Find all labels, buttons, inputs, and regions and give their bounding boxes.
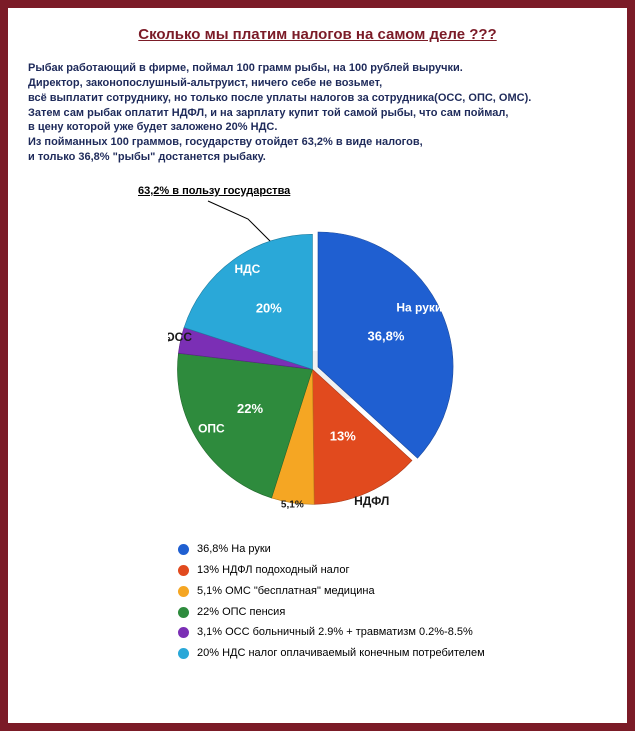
legend: 36,8% На руки13% НДФЛ подоходный налог5,…: [178, 539, 607, 664]
legend-swatch: [178, 565, 189, 576]
slice-pct-nds: 20%: [255, 301, 281, 316]
pie-chart: На руки 36,8% НДФЛ 13% ОМС 5,1% ОПС 22% ОСС3,1% Н…: [168, 217, 468, 522]
legend-item: 20% НДС налог оплачиваемый конечным потр…: [178, 643, 607, 664]
slice-name-ops: ОПС: [198, 421, 225, 435]
slice-name-ndfl: НДФЛ: [354, 494, 389, 508]
infographic-frame: Сколько мы платим налогов на самом деле …: [0, 0, 635, 731]
legend-text: 36,8% На руки: [197, 539, 271, 560]
description-line: Директор, законопослушный-альтруист, нич…: [28, 76, 607, 91]
legend-swatch: [178, 607, 189, 618]
description-line: Затем сам рыбак оплатит НДФЛ, и на зарпл…: [28, 106, 607, 121]
legend-swatch: [178, 627, 189, 638]
slice-name-nds: НДС: [234, 262, 260, 276]
slice-name-oms: ОМС: [275, 515, 303, 517]
legend-item: 22% ОПС пенсия: [178, 602, 607, 623]
callout-label: 63,2% в пользу государства: [138, 185, 290, 197]
slice-pct-na_ruki: 36,8%: [367, 328, 404, 343]
description-line: в цену которой уже будет заложено 20% НД…: [28, 120, 607, 135]
legend-text: 13% НДФЛ подоходный налог: [197, 560, 349, 581]
legend-item: 5,1% ОМС "бесплатная" медицина: [178, 581, 607, 602]
page-title: Сколько мы платим налогов на самом деле …: [28, 26, 607, 43]
description-line: Из пойманных 100 граммов, государству от…: [28, 135, 607, 150]
slice-name-oss: ОСС: [168, 330, 192, 344]
slice-pct-oms: 5,1%: [280, 499, 303, 510]
slice-pct-ops: 22%: [237, 401, 263, 416]
slice-pct-oss: 3,1%: [168, 334, 171, 345]
pie-chart-area: 63,2% в пользу государства На руки36,8%Н…: [28, 181, 607, 521]
legend-text: 20% НДС налог оплачиваемый конечным потр…: [197, 643, 485, 664]
legend-text: 3,1% ОСС больничный 2.9% + травматизм 0.…: [197, 622, 473, 643]
legend-text: 22% ОПС пенсия: [197, 602, 285, 623]
slice-name-na_ruki: На руки: [396, 300, 442, 314]
legend-text: 5,1% ОМС "бесплатная" медицина: [197, 581, 375, 602]
description-line: всё выплатит сотруднику, но только после…: [28, 91, 607, 106]
legend-swatch: [178, 586, 189, 597]
description-line: Рыбак работающий в фирме, поймал 100 гра…: [28, 61, 607, 76]
legend-item: 3,1% ОСС больничный 2.9% + травматизм 0.…: [178, 622, 607, 643]
legend-swatch: [178, 544, 189, 555]
legend-item: 36,8% На руки: [178, 539, 607, 560]
legend-swatch: [178, 648, 189, 659]
description-block: Рыбак работающий в фирме, поймал 100 гра…: [28, 61, 607, 165]
slice-pct-ndfl: 13%: [329, 428, 355, 443]
description-line: и только 36,8% "рыбы" достанется рыбаку.: [28, 150, 607, 165]
legend-item: 13% НДФЛ подоходный налог: [178, 560, 607, 581]
